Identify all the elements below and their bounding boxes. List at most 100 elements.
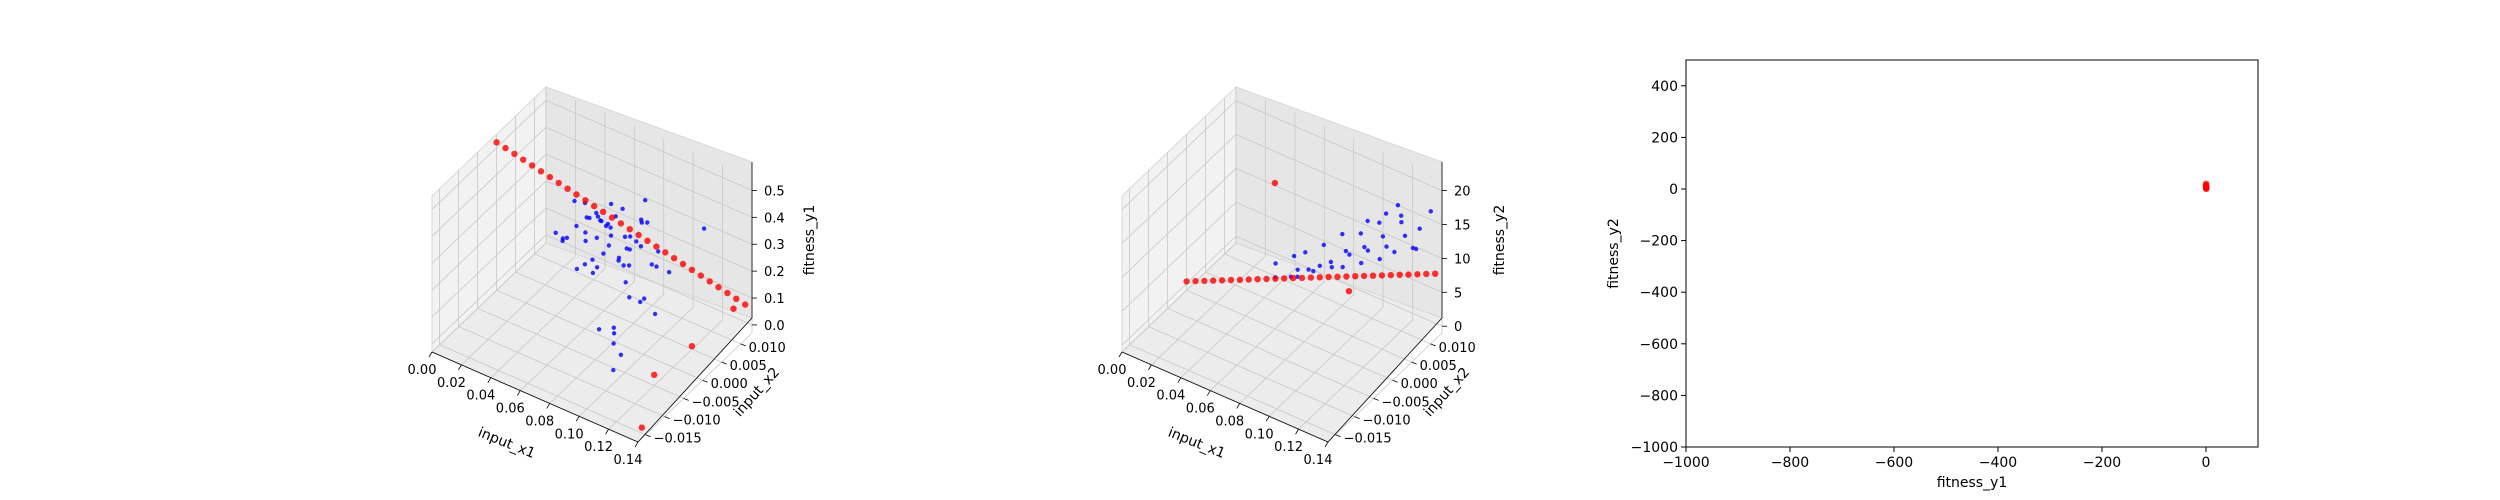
data-point: [1347, 252, 1352, 257]
y-tick-label: 200: [1651, 130, 1678, 146]
y-tick-label: 400: [1651, 79, 1678, 95]
data-point: [623, 280, 628, 285]
data-point: [590, 257, 595, 262]
tick-x: [1324, 441, 1329, 448]
tick-y: [664, 416, 670, 419]
data-point: [1192, 277, 1199, 285]
data-point: [511, 150, 518, 158]
z-tick-label: 10: [1454, 252, 1471, 267]
gridline-z: [431, 180, 753, 291]
x-tick-label: 0.00: [1098, 363, 1127, 378]
x-axis-label: fitness_y1: [1937, 475, 2008, 491]
data-point: [2203, 180, 2210, 187]
gridline-x: [1121, 87, 1237, 353]
z-tick-label: 0.1: [764, 292, 785, 307]
gridline-x: [431, 87, 547, 353]
data-point: [594, 265, 600, 270]
data-point: [1399, 213, 1404, 218]
x-tick-label: −1000: [1662, 455, 1709, 471]
data-point: [1334, 273, 1341, 280]
x-tick-label: 0.10: [555, 427, 584, 442]
tick-x: [458, 364, 462, 371]
data-point: [1395, 203, 1401, 208]
data-point: [688, 266, 696, 273]
data-point: [564, 185, 571, 192]
z-tick-label: 5: [1454, 286, 1462, 301]
data-point: [574, 223, 579, 229]
gridline-x: [1298, 164, 1413, 430]
data-point: [611, 325, 616, 330]
data-point: [649, 262, 654, 267]
y-tick-label: −0.005: [692, 395, 740, 410]
tick-y: [740, 343, 746, 347]
data-point: [1384, 244, 1389, 249]
chart-3d-input-x1-x2-fitness-y1: 0.000.020.040.060.080.100.120.14 −0.015 −0…: [408, 85, 818, 468]
data-point: [574, 266, 580, 272]
x-tick-label: 0.08: [1215, 414, 1244, 429]
y-tick-label: 0.005: [1420, 359, 1457, 374]
data-point: [1291, 253, 1297, 259]
tick-y: [721, 361, 727, 365]
data-point: [1410, 245, 1416, 251]
data-point: [1378, 272, 1386, 279]
data-point: [1321, 242, 1327, 248]
data-point: [701, 226, 707, 231]
data-point: [742, 301, 749, 308]
data-point: [1365, 218, 1370, 224]
gridline-x: [1180, 112, 1296, 378]
tick-x: [1295, 428, 1299, 435]
data-point: [606, 243, 612, 248]
x-tick-label: 0.14: [614, 453, 643, 468]
x-axis-label: input_x1: [1166, 425, 1228, 462]
data-point: [642, 296, 647, 301]
data-point: [596, 327, 602, 332]
gridline-y: [534, 97, 741, 345]
y-axis-line: [1327, 317, 1443, 443]
tick-x: [605, 428, 609, 435]
gridline-z: [1121, 100, 1443, 210]
gridline-y: [439, 188, 646, 436]
gridline-x: [461, 99, 576, 366]
data-point: [618, 352, 624, 357]
data-point: [638, 299, 643, 305]
y-tick-label: −200: [1640, 234, 1678, 250]
data-point: [638, 424, 645, 431]
z-tick-label: 20: [1454, 185, 1471, 200]
data-point: [662, 249, 669, 256]
x-tick-label: 0.06: [1186, 402, 1215, 417]
x-tick-label: −200: [2083, 455, 2121, 471]
x-tick-label: −400: [1979, 455, 2017, 471]
data-point: [1295, 267, 1300, 272]
data-point: [1295, 274, 1300, 279]
data-point: [1236, 276, 1244, 283]
tick-x: [487, 377, 492, 383]
data-point: [715, 284, 722, 291]
data-point: [572, 198, 577, 204]
y-axis-line: [637, 317, 753, 443]
data-point: [666, 270, 672, 275]
data-point: [1340, 264, 1345, 270]
tick-x: [634, 441, 639, 448]
data-point: [599, 218, 604, 224]
gridline-y: [458, 170, 665, 417]
data-point: [553, 230, 558, 235]
data-point: [493, 139, 500, 146]
data-point: [1316, 274, 1324, 281]
y-tick-label: −400: [1640, 285, 1678, 301]
gridline-x: [578, 151, 694, 417]
data-point: [603, 223, 609, 229]
data-point: [1329, 265, 1335, 270]
gridline-z: [1121, 235, 1443, 346]
chart-2d-fitness-y1-fitness-y2: −1000 −800 −600 −400 −200 0 −1000 −800 −600 −400 −…: [1606, 59, 2259, 491]
data-point: [587, 215, 592, 221]
data-point: [1227, 276, 1235, 284]
tick-y: [1354, 416, 1360, 419]
x-tick-label: 0.02: [437, 376, 466, 391]
data-point: [1369, 272, 1377, 279]
data-point: [724, 289, 731, 297]
y-tick-label: 0.000: [711, 377, 748, 392]
x-tick-label: 0.00: [408, 363, 437, 378]
data-point: [1343, 273, 1350, 280]
x-axis-line: [431, 351, 639, 443]
data-point: [1432, 270, 1439, 277]
